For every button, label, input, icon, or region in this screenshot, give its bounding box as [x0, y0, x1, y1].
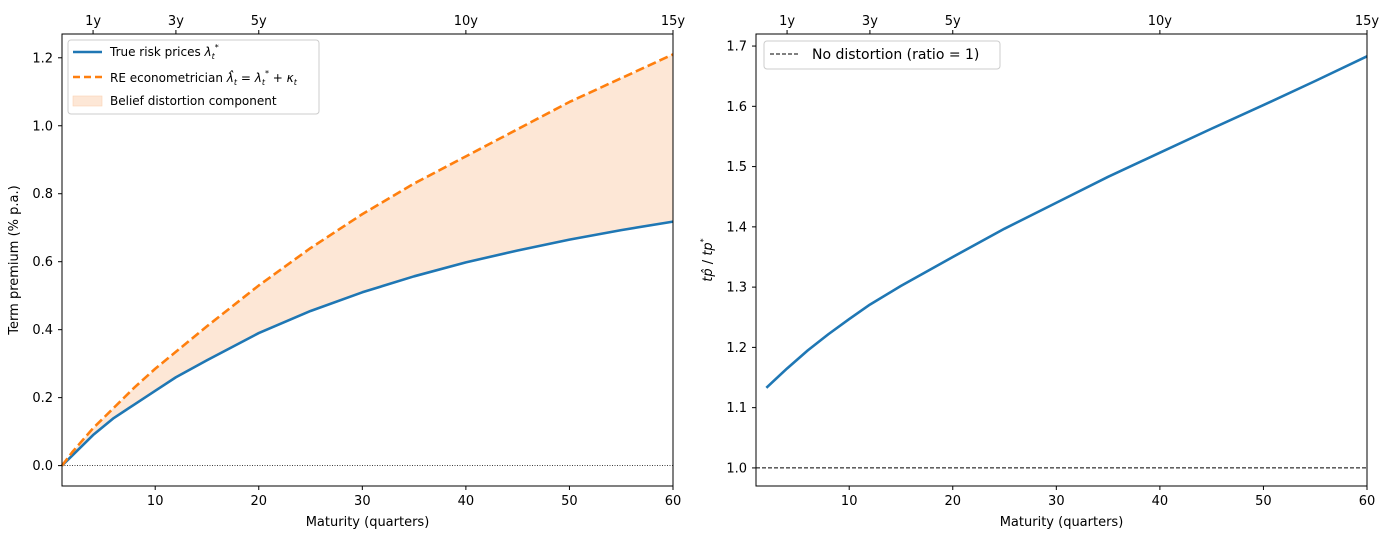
x-tick-label: 50	[561, 494, 578, 509]
right-top-axis-ticks: 1y 3y 5y 10y 15y	[779, 14, 1379, 34]
right-y-axis-ticks: 1.0 1.1 1.2 1.3 1.4 1.5 1.6 1.7	[726, 40, 756, 476]
right-chart-panel: 10 20 30 40 50 60 1.0 1.1 1.2 1.3 1.4 1.5 1.6 1.7 1y…	[699, 14, 1379, 530]
re-econometrician-line	[60, 53, 674, 467]
y-tick-label: 0.4	[32, 323, 53, 338]
left-y-axis-label: Term premium (% p.a.)	[7, 185, 22, 335]
legend-band-swatch	[72, 95, 103, 107]
left-top-axis-ticks: 1y 3y 5y 10y 15y	[85, 14, 685, 34]
y-tick-label: 1.5	[726, 160, 747, 175]
y-tick-label: 0.8	[32, 187, 53, 202]
right-x-axis-ticks: 10 20 30 40 50 60	[841, 486, 1375, 509]
x-tick-label: 60	[1359, 494, 1376, 509]
top-tick-label: 5y	[251, 14, 267, 29]
right-legend-box	[763, 40, 1001, 70]
x-tick-label: 20	[944, 494, 961, 509]
right-series-lines	[765, 55, 1368, 389]
top-tick-label: 10y	[454, 14, 479, 29]
left-y-axis-ticks: 0.0 0.2 0.4 0.6 0.8 1.0 1.2	[32, 51, 62, 474]
true-risk-prices-line	[61, 220, 674, 467]
top-tick-label: 15y	[661, 14, 686, 29]
belief-distortion-area	[62, 54, 673, 466]
legend-no-distortion-label: No distortion (ratio = 1)	[812, 47, 979, 63]
top-tick-label: 10y	[1148, 14, 1173, 29]
x-tick-label: 30	[1048, 494, 1065, 509]
x-tick-label: 60	[665, 494, 682, 509]
legend-re-econometrician-label: RE econometrician λ̂t = λt* + κt	[110, 69, 298, 87]
left-legend-box	[67, 39, 320, 115]
left-plot-frame	[61, 33, 674, 487]
legend-true-risk-prices-label: True risk prices λt*	[109, 43, 219, 61]
top-tick-label: 5y	[945, 14, 961, 29]
y-tick-label: 1.0	[32, 119, 53, 134]
top-tick-label: 3y	[168, 14, 184, 29]
x-tick-label: 20	[250, 494, 267, 509]
x-tick-label: 30	[354, 494, 371, 509]
y-tick-label: 1.0	[726, 461, 747, 476]
y-tick-label: 1.6	[726, 100, 747, 115]
x-tick-label: 40	[1152, 494, 1169, 509]
top-tick-label: 3y	[862, 14, 878, 29]
belief-distortion-band	[62, 54, 673, 466]
x-tick-label: 50	[1255, 494, 1272, 509]
y-tick-label: 1.1	[726, 401, 747, 416]
right-legend: No distortion (ratio = 1)	[763, 40, 1001, 70]
y-tick-label: 0.6	[32, 255, 53, 270]
left-x-axis-label: Maturity (quarters)	[306, 515, 430, 530]
legend-belief-distortion-label: Belief distortion component	[110, 94, 277, 108]
x-tick-label: 10	[147, 494, 164, 509]
x-tick-label: 10	[841, 494, 858, 509]
x-tick-label: 40	[458, 494, 475, 509]
y-tick-label: 1.2	[726, 341, 747, 356]
y-tick-label: 0.2	[32, 391, 53, 406]
top-tick-label: 15y	[1355, 14, 1380, 29]
left-chart-panel: 10 20 30 40 50 60 0.0 0.2 0.4 0.6 0.8 1.0 1.2 1y 3y 5…	[7, 14, 685, 530]
top-tick-label: 1y	[779, 14, 795, 29]
left-x-axis-ticks: 10 20 30 40 50 60	[147, 486, 681, 509]
left-legend: True risk prices λt* RE econometrician λ…	[67, 39, 320, 115]
y-tick-label: 1.2	[32, 51, 53, 66]
top-tick-label: 1y	[85, 14, 101, 29]
y-tick-label: 1.7	[726, 40, 747, 55]
term-premium-ratio-line	[765, 55, 1368, 389]
right-y-axis-label: tp̂ / tp*	[699, 238, 716, 281]
y-tick-label: 1.4	[726, 220, 747, 235]
y-tick-label: 1.3	[726, 281, 747, 296]
right-x-axis-label: Maturity (quarters)	[1000, 515, 1124, 530]
left-series-lines	[60, 53, 674, 467]
y-tick-label: 0.0	[32, 459, 53, 474]
right-plot-frame	[755, 33, 1368, 487]
